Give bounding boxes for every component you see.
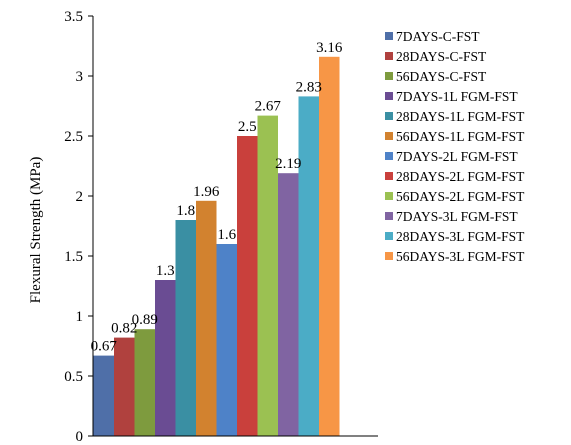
axes-group — [92, 16, 378, 437]
bars-group — [93, 56, 340, 437]
bar-5 — [175, 220, 196, 436]
legend-label: 28DAYS-2L FGM-FST — [396, 169, 525, 184]
data-label-3: 0.89 — [132, 312, 158, 328]
data-label-9: 2.67 — [255, 99, 282, 115]
legend-swatch — [385, 192, 393, 200]
bar-4 — [155, 280, 176, 436]
bar-3 — [134, 329, 155, 436]
legend-swatch — [385, 132, 393, 140]
data-labels-group: 0.67 0.820.89 1.3 1.8 1.96 1.6 2.5 2.67 2.19 2.83… — [91, 40, 343, 355]
bar-8 — [237, 136, 258, 436]
legend-item-11: 28DAYS-3L FGM-FST — [385, 229, 525, 244]
bar-10 — [278, 173, 299, 436]
legend-item-5: 28DAYS-1L FGM-FST — [385, 109, 525, 124]
y-tick-label: 1.5 — [64, 249, 83, 265]
legend-swatch — [385, 232, 393, 240]
bar-9 — [257, 115, 278, 436]
legend-label: 28DAYS-1L FGM-FST — [396, 109, 525, 124]
legend-swatch — [385, 72, 393, 80]
legend-swatch — [385, 172, 393, 180]
legend-item-3: 56DAYS-C-FST — [385, 69, 487, 84]
y-tick-label: 2.5 — [64, 129, 83, 145]
data-label-2: 0.82 — [111, 321, 137, 337]
legend-label: 7DAYS-2L FGM-FST — [396, 149, 518, 164]
bar-12 — [319, 56, 340, 437]
legend-item-10: 7DAYS-3L FGM-FST — [385, 209, 518, 224]
data-label-1: 0.67 — [91, 339, 118, 355]
legend-label: 56DAYS-3L FGM-FST — [396, 249, 525, 264]
legend-swatch — [385, 112, 393, 120]
legend-item-8: 28DAYS-2L FGM-FST — [385, 169, 525, 184]
y-tick-label: 1 — [76, 309, 84, 325]
legend-item-6: 56DAYS-1L FGM-FST — [385, 129, 525, 144]
legend-label: 7DAYS-3L FGM-FST — [396, 209, 518, 224]
bar-7 — [216, 244, 237, 436]
legend-swatch — [385, 52, 393, 60]
y-tick-label: 3 — [76, 69, 84, 85]
bar-2 — [114, 337, 135, 436]
data-label-7: 1.6 — [217, 227, 236, 243]
legend-item-9: 56DAYS-2L FGM-FST — [385, 189, 525, 204]
legend-swatch — [385, 32, 393, 40]
y-tick-label: 3.5 — [64, 9, 83, 25]
data-label-5: 1.8 — [176, 203, 195, 219]
legend-label: 7DAYS-1L FGM-FST — [396, 89, 518, 104]
y-ticks-group: 0 0.5 1 1.5 2 2.5 3 3.5 — [64, 9, 93, 445]
y-axis-title: Flexural Strength (MPa) — [28, 157, 44, 304]
legend-label: 28DAYS-3L FGM-FST — [396, 229, 525, 244]
data-label-12: 3.16 — [316, 40, 343, 56]
y-tick-label: 2 — [76, 189, 84, 205]
legend-swatch — [385, 252, 393, 260]
data-label-8: 2.5 — [238, 119, 257, 135]
legend: 7DAYS-C-FST 28DAYS-C-FST 56DAYS-C-FST 7DAYS… — [385, 29, 525, 264]
legend-label: 56DAYS-2L FGM-FST — [396, 189, 525, 204]
legend-item-4: 7DAYS-1L FGM-FST — [385, 89, 518, 104]
legend-swatch — [385, 92, 393, 100]
bar-6 — [196, 200, 217, 436]
data-label-6: 1.96 — [193, 184, 220, 200]
legend-label: 56DAYS-C-FST — [396, 69, 487, 84]
data-label-10: 2.19 — [275, 156, 301, 172]
legend-swatch — [385, 212, 393, 220]
y-tick-label: 0.5 — [64, 369, 83, 385]
legend-label: 7DAYS-C-FST — [396, 29, 480, 44]
legend-item-2: 28DAYS-C-FST — [385, 49, 487, 64]
legend-swatch — [385, 152, 393, 160]
legend-item-7: 7DAYS-2L FGM-FST — [385, 149, 518, 164]
bar-1 — [93, 355, 114, 436]
bar-11 — [298, 96, 319, 437]
legend-item-1: 7DAYS-C-FST — [385, 29, 480, 44]
legend-item-12: 56DAYS-3L FGM-FST — [385, 249, 525, 264]
y-tick-label: 0 — [76, 429, 84, 445]
data-label-4: 1.3 — [156, 263, 175, 279]
legend-label: 28DAYS-C-FST — [396, 49, 487, 64]
legend-label: 56DAYS-1L FGM-FST — [396, 129, 525, 144]
data-label-11: 2.83 — [296, 79, 322, 95]
